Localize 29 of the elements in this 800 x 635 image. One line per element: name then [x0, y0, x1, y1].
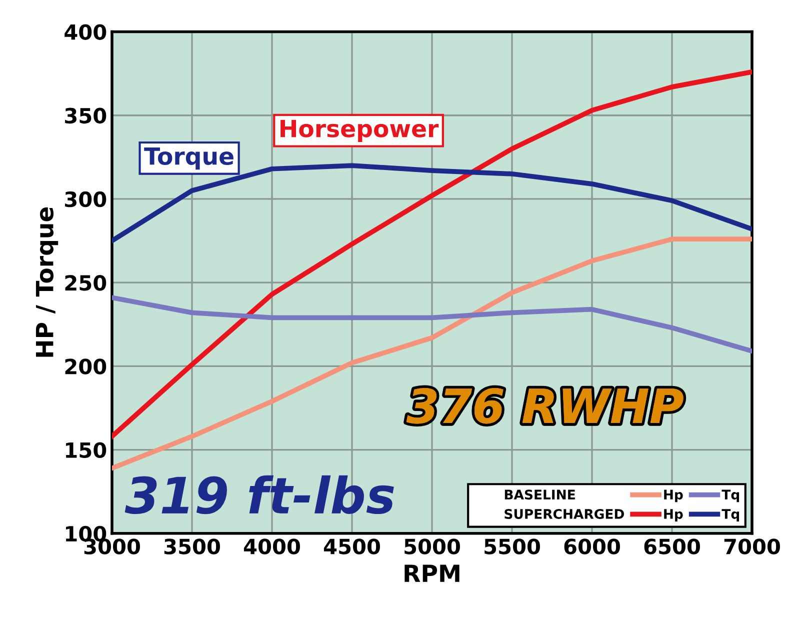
annotation: BASELINE [504, 490, 575, 500]
x-axis-title: RPM [404, 564, 460, 582]
x-tick-label: 5000 [404, 538, 460, 554]
x-tick-label: 5500 [484, 538, 540, 554]
x-tick-label: 4000 [244, 538, 300, 554]
legend-label: Tq [722, 509, 740, 522]
line-series [112, 69, 752, 439]
y-tick-label: 350 [65, 108, 106, 124]
x-tick-label: 6500 [644, 538, 700, 554]
annotation: 319 ft-lbs [124, 475, 394, 514]
annotation: 376 RWHP [406, 388, 684, 424]
y-tick-label: 200 [65, 358, 106, 374]
y-tick-label: 150 [66, 442, 106, 458]
legend-label: Hp [664, 509, 683, 522]
annotation: Horsepower [280, 120, 439, 142]
legend-label: Hp [664, 490, 683, 502]
x-tick-label: 3500 [164, 538, 220, 554]
x-tick-label: 6000 [564, 538, 620, 554]
annotation: Torque [144, 147, 234, 170]
legend-label: Tq [722, 490, 740, 502]
y-tick-label: 300 [65, 191, 106, 208]
y-tick-label: 250 [65, 275, 106, 291]
y-tick-label: 400 [64, 24, 106, 40]
x-tick-label: 4500 [324, 538, 380, 554]
line-series [112, 236, 752, 471]
x-tick-label: 7000 [724, 538, 780, 554]
y-axis-title: HP / Torque [36, 207, 58, 357]
line-series [112, 295, 752, 354]
annotation: SUPERCHARGED [504, 508, 624, 519]
